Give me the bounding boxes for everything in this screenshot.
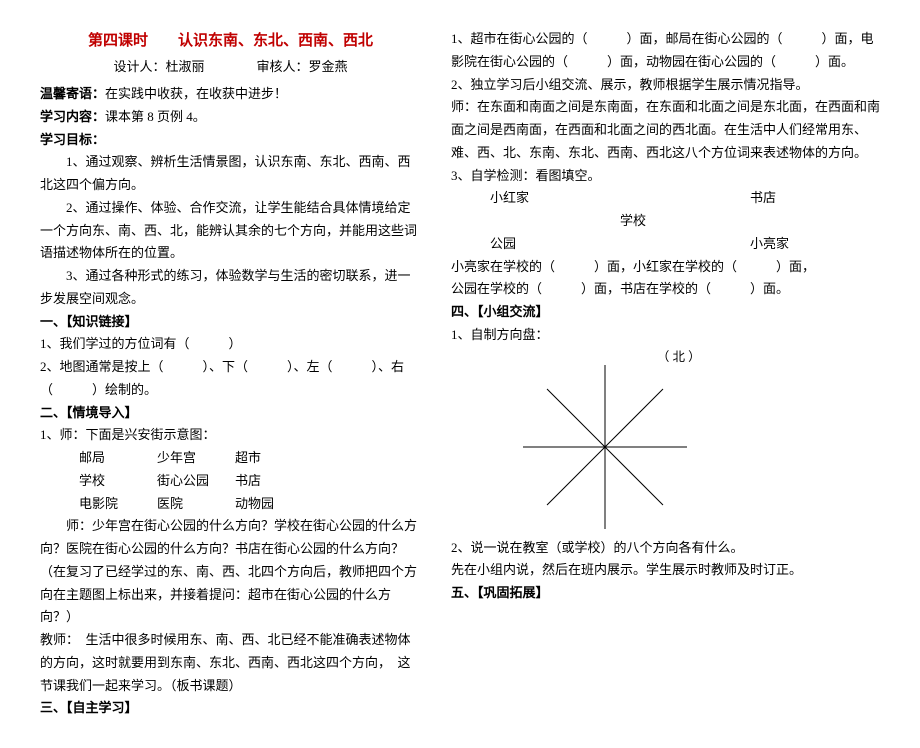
grid-cell: 超市 (235, 447, 313, 470)
grid-cell: 街心公园 (157, 470, 235, 493)
diagram-cell (620, 187, 750, 210)
r5b: 公园在学校的（ ）面，书店在学校的（ ）面。 (451, 278, 880, 301)
r2: 2、独立学习后小组交流、展示，教师根据学生展示情况指导。 (451, 74, 880, 97)
reviewer-label: 审核人： (257, 59, 309, 74)
grid-cell: 书店 (235, 470, 313, 493)
s2b: 师：少年宫在街心公园的什么方向？学校在街心公园的什么方向？医院在街心公园的什么方… (40, 515, 421, 561)
section-4: 四、【小组交流】 (451, 301, 880, 324)
school-diagram-row-3: 公园 小亮家 (451, 233, 880, 256)
section-1: 一、【知识链接】 (40, 311, 421, 334)
left-column: 第四课时 认识东南、东北、西南、西北 设计人：杜淑丽 审核人：罗金燕 温馨寄语：… (40, 28, 421, 720)
section-5: 五、【巩固拓展】 (451, 582, 880, 605)
grid-cell: 邮局 (79, 447, 157, 470)
diagram-cell: 小亮家 (750, 233, 880, 256)
grid-cell: 电影院 (79, 493, 157, 516)
r1: 1、超市在街心公园的（ ）面，邮局在街心公园的（ ）面，电影院在街心公园的（ ）… (451, 28, 880, 74)
compass-diagram: （ 北 ） (451, 347, 880, 537)
r7: 2、说一说在教室（或学校）的八个方向各有什么。 (451, 537, 880, 560)
goal-3: 3、通过各种形式的练习，体验数学与生活的密切联系，进一步发展空间观念。 (40, 265, 421, 311)
s2-intro: 1、师：下面是兴安街示意图： (40, 424, 421, 447)
msg-text: 在实践中收获，在收获中进步！ (105, 86, 287, 101)
r3: 师：在东面和南面之间是东南面，在东面和北面之间是东北面，在西面和南面之间是西南面… (451, 96, 880, 164)
diagram-cell: 学校 (620, 210, 750, 233)
grid-cell: 少年宫 (157, 447, 235, 470)
designer-name: 杜淑丽 (165, 59, 204, 74)
section-2: 二、【情境导入】 (40, 402, 421, 425)
goal-2: 2、通过操作、体验、合作交流，让学生能结合具体情境给定一个方向东、南、西、北，能… (40, 197, 421, 265)
goal-1: 1、通过观察、辨析生活情景图，认识东南、东北、西南、西北这四个偏方向。 (40, 151, 421, 197)
msg-label: 温馨寄语： (40, 86, 105, 101)
diagram-cell (490, 210, 620, 233)
r5a: 小亮家在学校的（ ）面，小红家在学校的（ ）面， (451, 256, 880, 279)
street-grid-row-3: 电影院 医院 动物园 (40, 493, 421, 516)
study-content: 学习内容：课本第 8 页例 4。 (40, 106, 421, 129)
grid-cell: 学校 (79, 470, 157, 493)
diagram-cell: 公园 (490, 233, 620, 256)
diagram-cell (620, 233, 750, 256)
diagram-cell: 书店 (750, 187, 880, 210)
grid-cell: 医院 (157, 493, 235, 516)
lesson-title: 第四课时 认识东南、东北、西南、西北 (40, 28, 421, 54)
q-1b: 2、地图通常是按上（ ）、下（ ）、左（ ）、右（ ）绘制的。 (40, 356, 421, 402)
s2c: （在复习了已经学过的东、南、西、北四个方向后，教师把四个方向在主题图上标出来，并… (40, 561, 421, 629)
q-1a: 1、我们学过的方位词有（ ） (40, 333, 421, 356)
grid-cell: 动物园 (235, 493, 313, 516)
goal-label: 学习目标： (40, 129, 421, 152)
warm-message: 温馨寄语：在实践中收获，在收获中进步！ (40, 83, 421, 106)
street-grid-row-2: 学校 街心公园 书店 (40, 470, 421, 493)
right-column: 1、超市在街心公园的（ ）面，邮局在街心公园的（ ）面，电影院在街心公园的（ ）… (451, 28, 880, 720)
diagram-cell (750, 210, 880, 233)
compass-svg (515, 357, 695, 537)
school-diagram-row-2: 学校 (451, 210, 880, 233)
r6: 1、自制方向盘： (451, 324, 880, 347)
street-grid-row-1: 邮局 少年宫 超市 (40, 447, 421, 470)
diagram-cell: 小红家 (490, 187, 620, 210)
r4: 3、自学检测：看图填空。 (451, 165, 880, 188)
r8: 先在小组内说，然后在班内展示。学生展示时教师及时订正。 (451, 559, 880, 582)
reviewer-name: 罗金燕 (309, 59, 348, 74)
section-3: 三、【自主学习】 (40, 697, 421, 720)
content-label: 学习内容： (40, 109, 105, 124)
content-text: 课本第 8 页例 4。 (105, 109, 206, 124)
designer-label: 设计人： (113, 59, 165, 74)
authors-line: 设计人：杜淑丽 审核人：罗金燕 (40, 56, 421, 79)
s2d: 教师： 生活中很多时候用东、南、西、北已经不能准确表述物体的方向，这时就要用到东… (40, 629, 421, 697)
school-diagram-row-1: 小红家 书店 (451, 187, 880, 210)
